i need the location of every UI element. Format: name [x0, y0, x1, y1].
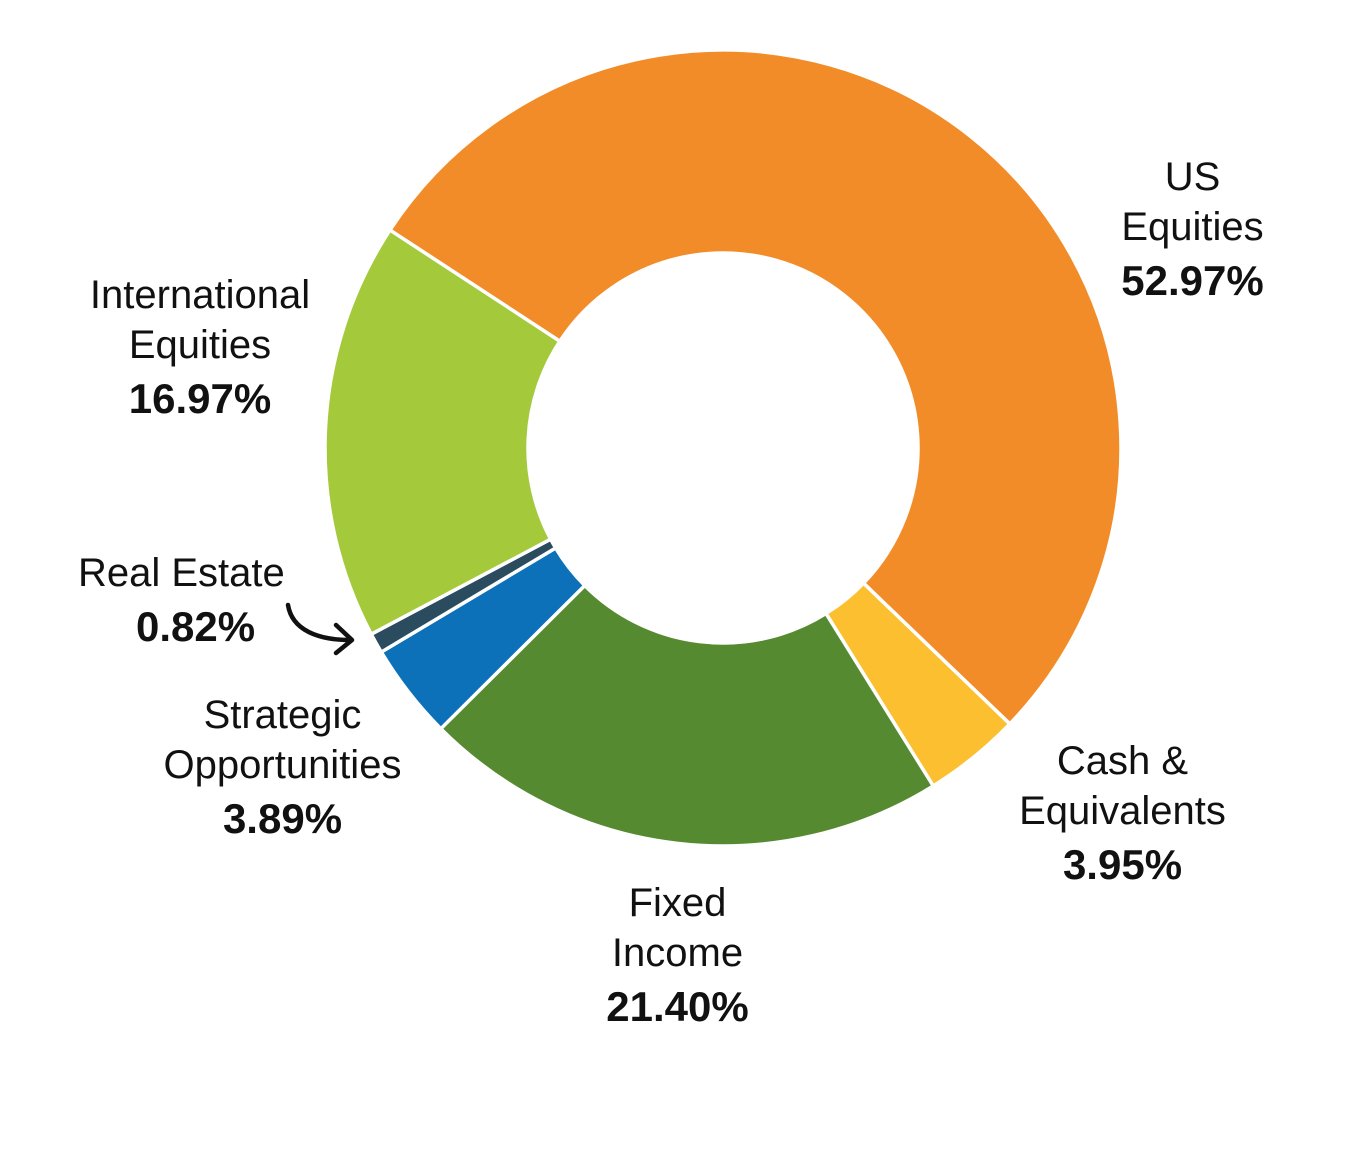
label-fixed-income-name-line-1: Fixed: [628, 881, 727, 925]
label-cash-equivalents-name-line-1: Cash &: [1056, 739, 1189, 783]
label-us-equities-percent: 52.97%: [1121, 257, 1264, 304]
slice-us-equities: [388, 48, 1123, 726]
label-international-equities: International Equities 16.97%: [60, 270, 340, 424]
label-strategic-opportunities: Strategic Opportunities 3.89%: [140, 690, 425, 844]
label-real-estate-percent: 0.82%: [136, 603, 256, 650]
label-fixed-income-name-line-2: Income: [611, 931, 744, 975]
real-estate-pointer-arrowhead: [333, 622, 355, 656]
label-cash-equivalents: Cash & Equivalents 3.95%: [990, 736, 1255, 890]
slice-fixed-income: [439, 583, 935, 848]
label-strategic-opportunities-percent: 3.89%: [222, 795, 343, 842]
slice-international-equities: [323, 228, 562, 636]
label-strategic-opportunities-name-line-1: Strategic: [203, 693, 362, 737]
label-cash-equivalents-name-line-2: Equivalents: [1019, 789, 1226, 833]
label-us-equities: US Equities 52.97%: [1060, 152, 1325, 306]
label-fixed-income: Fixed Income 21.40%: [545, 878, 810, 1032]
label-real-estate: Real Estate 0.82%: [60, 548, 340, 652]
label-fixed-income-percent: 21.40%: [606, 983, 749, 1030]
label-us-equities-name-line-1: US: [1164, 155, 1221, 199]
label-international-equities-name-line-2: Equities: [128, 323, 272, 367]
label-international-equities-percent: 16.97%: [128, 375, 272, 422]
slices-group: [323, 48, 1123, 848]
label-international-equities-name-line-1: International: [89, 273, 311, 317]
label-strategic-opportunities-name-line-2: Opportunities: [163, 743, 402, 787]
label-us-equities-name-line-2: Equities: [1121, 205, 1264, 249]
real-estate-pointer-arrow: [285, 602, 353, 643]
label-cash-equivalents-percent: 3.95%: [1062, 841, 1183, 888]
label-real-estate-name-line-1: Real Estate: [78, 551, 285, 595]
